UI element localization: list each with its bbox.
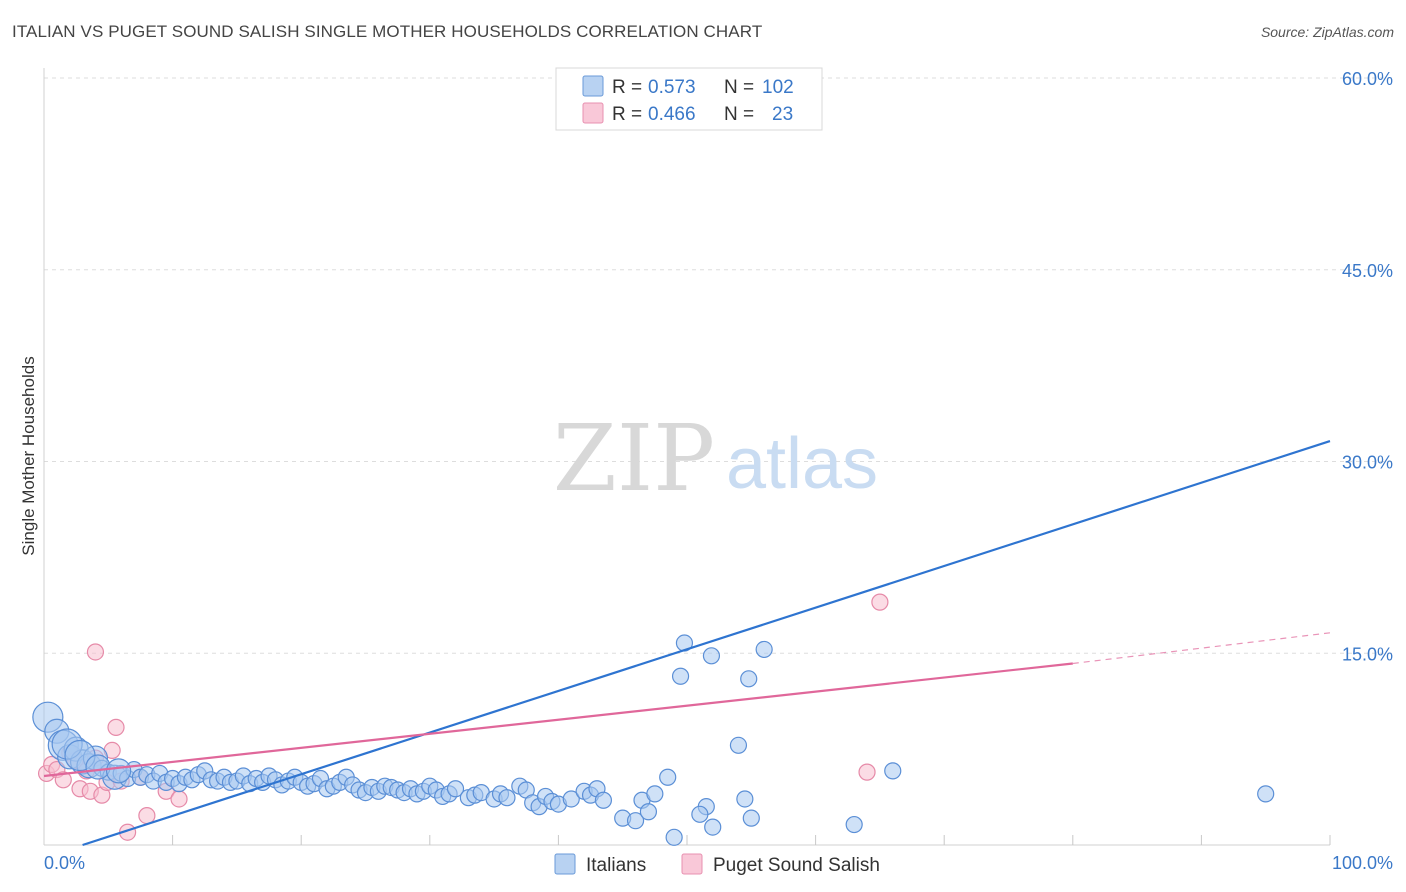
- italians-point: [740, 670, 758, 688]
- legend-swatch-salish: [582, 102, 604, 124]
- legend-r-value-salish: 0.466: [648, 104, 696, 125]
- italians-point: [691, 805, 709, 823]
- italians-point: [659, 768, 677, 786]
- italians-point: [884, 762, 902, 780]
- legend-swatch-italians: [582, 75, 604, 97]
- bottom-legend-swatch-salish: [681, 853, 703, 875]
- salish-point: [858, 763, 876, 781]
- legend-n-value-italians: 102: [762, 77, 794, 98]
- y-tick-label: 45.0%: [1342, 261, 1393, 281]
- x-tick-label-max: 100.0%: [1332, 853, 1393, 873]
- gridlines: [44, 77, 1393, 654]
- chart-title: ITALIAN VS PUGET SOUND SALISH SINGLE MOT…: [12, 22, 763, 41]
- italians-point: [742, 809, 760, 827]
- series-italians: [32, 634, 1275, 846]
- salish-point: [107, 718, 125, 736]
- italians-point: [562, 790, 580, 808]
- italians-point: [736, 790, 754, 808]
- italians-point: [105, 758, 132, 784]
- y-tick-label: 30.0%: [1342, 453, 1393, 473]
- italians-point: [594, 791, 613, 809]
- y-tick-label: 15.0%: [1342, 644, 1393, 664]
- italians-point: [498, 789, 516, 807]
- legend-n-value-salish: 23: [772, 104, 793, 125]
- italians-point: [845, 815, 863, 834]
- italians-point: [671, 667, 690, 685]
- trendlines: [43, 440, 1331, 847]
- italians-point: [85, 754, 111, 780]
- italians-point: [702, 647, 721, 665]
- watermark-atlas: atlas: [726, 424, 878, 504]
- italians-point: [646, 785, 664, 803]
- legend-n-label: N =: [724, 77, 754, 98]
- watermark: ZIP atlas: [553, 405, 878, 512]
- italians-point: [704, 818, 722, 836]
- y-axis-label: Single Mother Households: [19, 356, 38, 555]
- italians-point: [626, 812, 645, 830]
- italians-point: [755, 640, 773, 659]
- italians-point: [1257, 785, 1275, 803]
- stats-legend: R = 0.573 N = 102 R = 0.466 N = 23: [555, 67, 823, 131]
- legend-n-label: N =: [724, 104, 754, 125]
- y-tick-labels: 15.0% 30.0% 45.0% 60.0%: [1342, 69, 1393, 664]
- italians-point: [639, 803, 658, 821]
- legend-r-value-italians: 0.573: [648, 77, 696, 98]
- salish-point: [871, 593, 889, 611]
- watermark-zip: ZIP: [553, 405, 715, 512]
- source-credit: Source: ZipAtlas.com: [1260, 24, 1394, 40]
- salish-point: [138, 806, 156, 825]
- legend-r-label: R =: [612, 104, 642, 125]
- y-tick-label: 60.0%: [1342, 69, 1393, 89]
- salish-point: [86, 643, 105, 661]
- x-tick-marks: [172, 835, 1331, 845]
- bottom-legend-label-salish: Puget Sound Salish: [713, 855, 880, 876]
- trendline-italians: [82, 440, 1331, 847]
- salish-point: [170, 790, 188, 808]
- italians-point: [729, 736, 748, 754]
- x-tick-label-min: 0.0%: [44, 853, 85, 873]
- legend-r-label: R =: [612, 77, 642, 98]
- italians-point: [665, 828, 683, 846]
- trendline-salish: [43, 662, 1073, 778]
- trendline-salish-extension: [1072, 632, 1331, 665]
- series-legend: Italians Puget Sound Salish: [554, 853, 880, 876]
- salish-point: [54, 771, 72, 789]
- italians-point: [446, 780, 465, 798]
- bottom-legend-label-italians: Italians: [586, 855, 646, 876]
- bottom-legend-swatch-italians: [554, 853, 576, 875]
